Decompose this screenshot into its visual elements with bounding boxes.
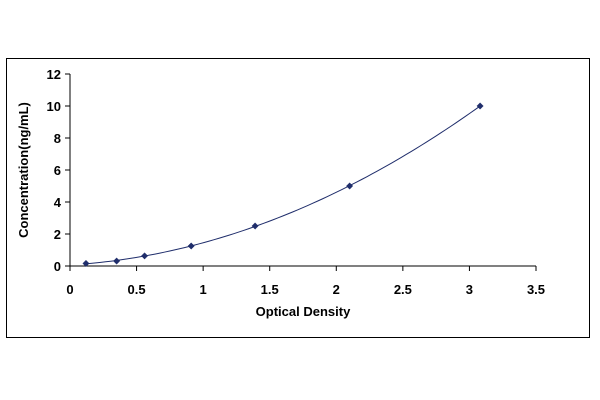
y-tick-label: 2 xyxy=(54,227,61,242)
x-tick-label: 0 xyxy=(66,282,73,297)
y-tick-label: 4 xyxy=(54,195,62,210)
fit-curve xyxy=(85,105,481,265)
data-point xyxy=(82,259,90,267)
y-tick-label: 0 xyxy=(54,259,61,274)
data-point xyxy=(251,222,259,230)
x-tick-label: 1.5 xyxy=(261,282,279,297)
chart-frame xyxy=(6,58,590,338)
y-tick-label: 6 xyxy=(54,163,61,178)
y-axis-ticks: 0 2 4 6 8 10 12 xyxy=(47,67,70,274)
data-point xyxy=(141,252,149,260)
data-point xyxy=(476,102,484,110)
x-tick-label: 1 xyxy=(200,282,207,297)
x-tick-label: 2.5 xyxy=(394,282,412,297)
data-point xyxy=(346,182,354,190)
x-tick-label: 3.5 xyxy=(527,282,545,297)
x-axis-ticks: 0 0.5 1 1.5 2 2.5 3 3.5 xyxy=(66,266,545,297)
y-tick-label: 10 xyxy=(47,99,61,114)
data-point xyxy=(113,257,121,265)
y-axis-title: Concentration(ng/mL) xyxy=(16,102,31,238)
y-tick-label: 12 xyxy=(47,67,61,82)
x-axis-title: Optical Density xyxy=(256,304,351,319)
y-tick-label: 8 xyxy=(54,131,61,146)
x-tick-label: 3 xyxy=(466,282,473,297)
data-points xyxy=(82,102,484,267)
x-tick-label: 0.5 xyxy=(128,282,146,297)
x-tick-label: 2 xyxy=(333,282,340,297)
data-point xyxy=(187,242,195,250)
